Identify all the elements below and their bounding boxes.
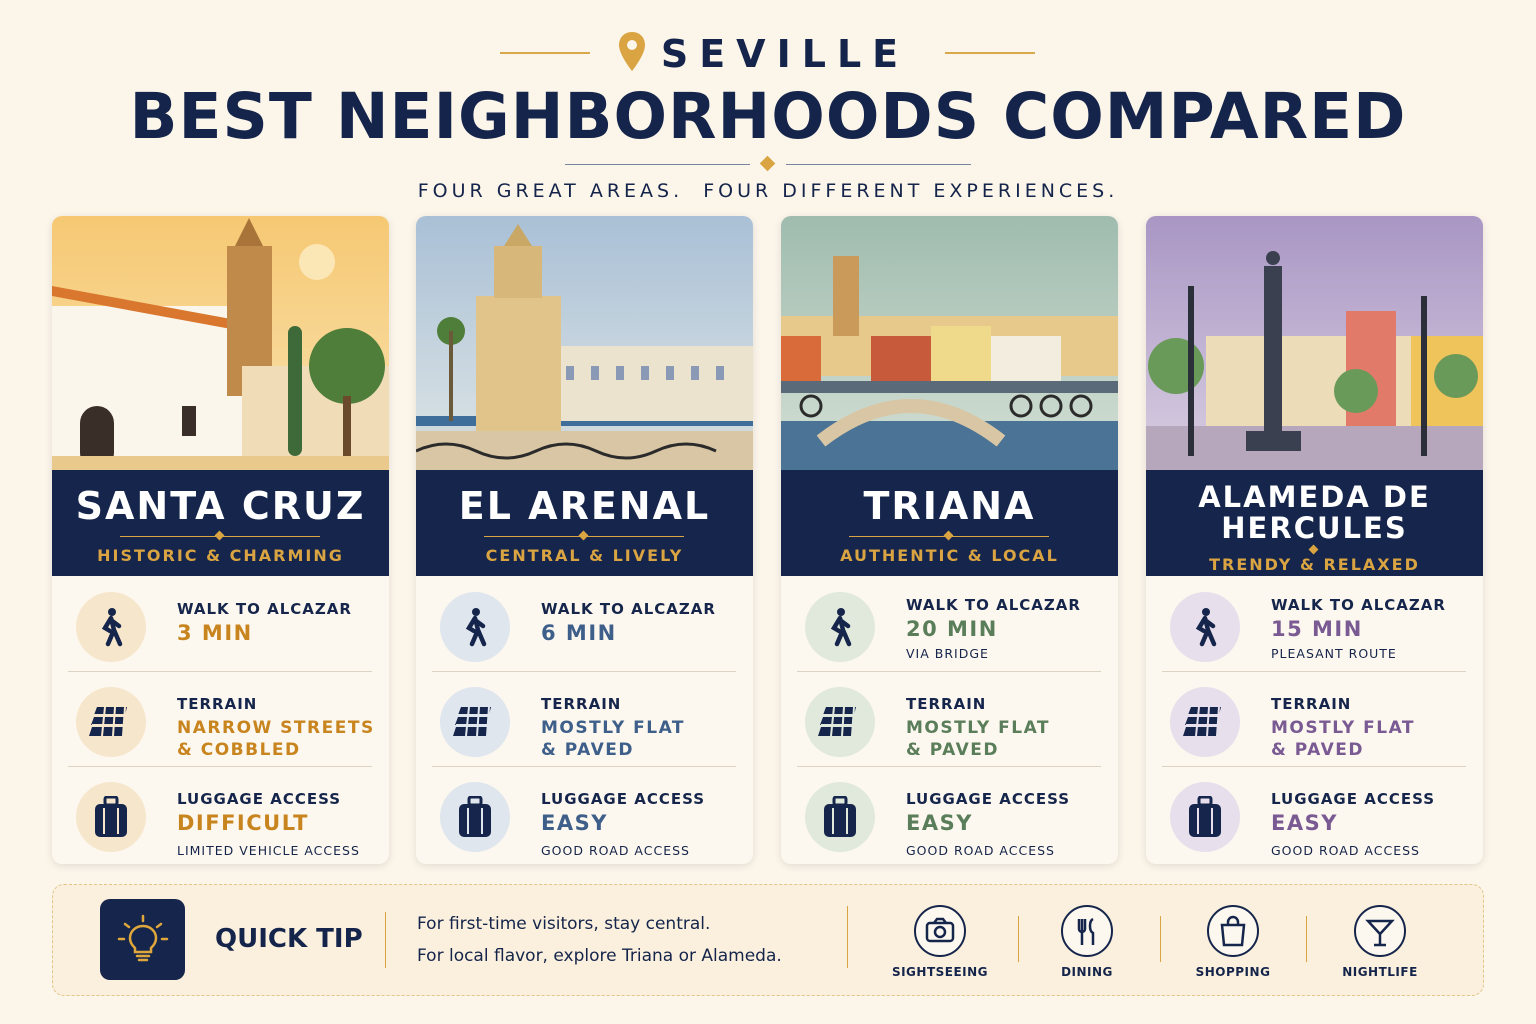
illustration bbox=[1146, 216, 1483, 470]
row-label: LUGGAGE ACCESS bbox=[541, 790, 706, 808]
icon bbox=[1354, 905, 1406, 957]
row-note: LIMITED VEHICLE ACCESS bbox=[177, 843, 360, 858]
divider bbox=[432, 766, 736, 767]
row-label: TERRAIN bbox=[906, 695, 987, 713]
card-name: SANTA CRUZ bbox=[75, 484, 366, 528]
divider bbox=[432, 671, 736, 672]
illustration bbox=[416, 216, 753, 470]
row-icon bbox=[1170, 782, 1240, 852]
row-label: LUGGAGE ACCESS bbox=[906, 790, 1071, 808]
ornament bbox=[759, 155, 776, 172]
row-icon bbox=[440, 592, 510, 662]
card-tagline: CENTRAL & LIVELY bbox=[485, 546, 684, 565]
row-value: DIFFICULT bbox=[177, 811, 309, 835]
divider bbox=[1162, 766, 1466, 767]
row-value: MOSTLY FLAT & PAVED bbox=[541, 718, 685, 760]
row-label: WALK TO ALCAZAR bbox=[541, 600, 716, 618]
icon-label: SIGHTSEEING bbox=[891, 965, 989, 979]
card: EL ARENAL CENTRAL & LIVELY WALK TO ALCAZAR… bbox=[416, 216, 753, 864]
divider bbox=[797, 671, 1101, 672]
divider bbox=[847, 906, 848, 968]
card: SANTA CRUZ HISTORIC & CHARMING WALK TO ALC… bbox=[52, 216, 389, 864]
row-note: GOOD ROAD ACCESS bbox=[906, 843, 1055, 858]
band bbox=[52, 470, 389, 576]
divider bbox=[797, 766, 1101, 767]
row-icon bbox=[440, 687, 510, 757]
icon-label: NIGHTLIFE bbox=[1342, 965, 1418, 979]
tip-title: QUICK TIP bbox=[215, 924, 363, 954]
card-tagline: TRENDY & RELAXED bbox=[1209, 555, 1420, 574]
row-value: 15 MIN bbox=[1271, 617, 1363, 641]
kicker: SEVILLE bbox=[660, 32, 910, 76]
subtitle: FOUR GREAT AREAS. FOUR DIFFERENT EXPERIE… bbox=[417, 180, 1119, 202]
tip-line: For local flavor, explore Triana or Alam… bbox=[417, 946, 782, 966]
row-value: 20 MIN bbox=[906, 617, 998, 641]
row-value: EASY bbox=[1271, 811, 1338, 835]
bulb-icon bbox=[100, 899, 185, 980]
divider bbox=[1306, 916, 1307, 962]
row-icon bbox=[805, 782, 875, 852]
ornament bbox=[500, 52, 590, 54]
row-value: EASY bbox=[906, 811, 973, 835]
row-note: GOOD ROAD ACCESS bbox=[541, 843, 690, 858]
illustration bbox=[781, 216, 1118, 470]
row-value: NARROW STREETS & COBBLED bbox=[177, 718, 375, 760]
pin-icon bbox=[619, 32, 645, 71]
tip-line: For first-time visitors, stay central. bbox=[417, 914, 711, 934]
row-label: TERRAIN bbox=[541, 695, 622, 713]
icon bbox=[914, 905, 966, 957]
row-icon bbox=[805, 687, 875, 757]
band bbox=[1146, 470, 1483, 576]
card-name: ALAMEDA DE HERCULES bbox=[1198, 480, 1431, 545]
row-label: WALK TO ALCAZAR bbox=[906, 596, 1081, 614]
row-icon bbox=[76, 592, 146, 662]
row-icon bbox=[76, 782, 146, 852]
ornament bbox=[786, 164, 971, 165]
row-icon bbox=[1170, 592, 1240, 662]
band bbox=[781, 470, 1118, 576]
row-value: MOSTLY FLAT & PAVED bbox=[1271, 718, 1415, 760]
row-icon bbox=[1170, 687, 1240, 757]
row-label: LUGGAGE ACCESS bbox=[177, 790, 342, 808]
band bbox=[416, 470, 753, 576]
row-label: LUGGAGE ACCESS bbox=[1271, 790, 1436, 808]
divider bbox=[1162, 671, 1466, 672]
divider bbox=[1160, 916, 1161, 962]
illustration bbox=[52, 216, 389, 470]
row-icon bbox=[440, 782, 510, 852]
divider bbox=[1018, 916, 1019, 962]
ornament bbox=[565, 164, 750, 165]
row-value: 6 MIN bbox=[541, 621, 617, 645]
card-tagline: AUTHENTIC & LOCAL bbox=[840, 546, 1059, 565]
icon bbox=[1061, 905, 1113, 957]
divider bbox=[68, 671, 372, 672]
card-name: EL ARENAL bbox=[458, 484, 711, 528]
card: ALAMEDA DE HERCULES TRENDY & RELAXED WALK … bbox=[1146, 216, 1483, 864]
row-icon bbox=[805, 592, 875, 662]
row-value: 3 MIN bbox=[177, 621, 253, 645]
divider bbox=[68, 766, 372, 767]
divider bbox=[385, 912, 386, 968]
row-label: TERRAIN bbox=[177, 695, 258, 713]
row-label: TERRAIN bbox=[1271, 695, 1352, 713]
ornament bbox=[945, 52, 1035, 54]
row-label: WALK TO ALCAZAR bbox=[177, 600, 352, 618]
row-note: PLEASANT ROUTE bbox=[1271, 646, 1397, 661]
icon-label: SHOPPING bbox=[1195, 965, 1271, 979]
card: TRIANA AUTHENTIC & LOCAL WALK TO ALCAZAR 20… bbox=[781, 216, 1118, 864]
row-note: GOOD ROAD ACCESS bbox=[1271, 843, 1420, 858]
row-value: MOSTLY FLAT & PAVED bbox=[906, 718, 1050, 760]
card-tagline: HISTORIC & CHARMING bbox=[97, 546, 344, 565]
row-value: EASY bbox=[541, 811, 608, 835]
card-name: TRIANA bbox=[863, 484, 1036, 528]
row-note: VIA BRIDGE bbox=[906, 646, 989, 661]
title: BEST NEIGHBORHOODS COMPARED bbox=[129, 80, 1407, 153]
icon-label: DINING bbox=[1061, 965, 1113, 979]
icon bbox=[1207, 905, 1259, 957]
row-icon bbox=[76, 687, 146, 757]
row-label: WALK TO ALCAZAR bbox=[1271, 596, 1446, 614]
